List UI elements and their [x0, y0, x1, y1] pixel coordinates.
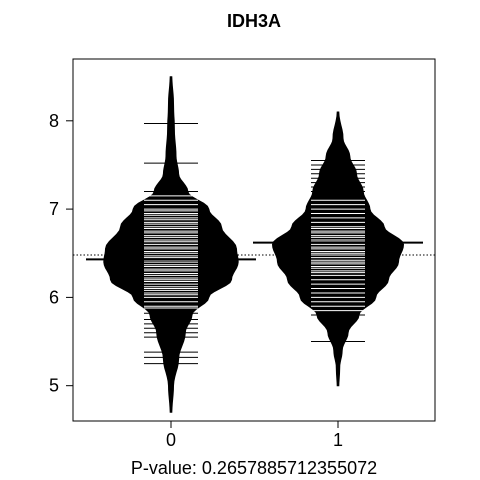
y-tick-label: 6 [49, 287, 59, 307]
y-tick-label: 8 [49, 111, 59, 131]
x-tick-label: 0 [166, 430, 176, 450]
y-tick-label: 7 [49, 199, 59, 219]
x-axis-label: P-value: 0.265788571235507​2 [131, 458, 377, 478]
chart-title: IDH3A [227, 11, 281, 31]
axes: 5 6 7 8 0 1 [49, 111, 343, 450]
plot-area [73, 76, 435, 413]
x-tick-label: 1 [333, 430, 343, 450]
plot-frame [72, 58, 436, 422]
y-tick-label: 5 [49, 376, 59, 396]
